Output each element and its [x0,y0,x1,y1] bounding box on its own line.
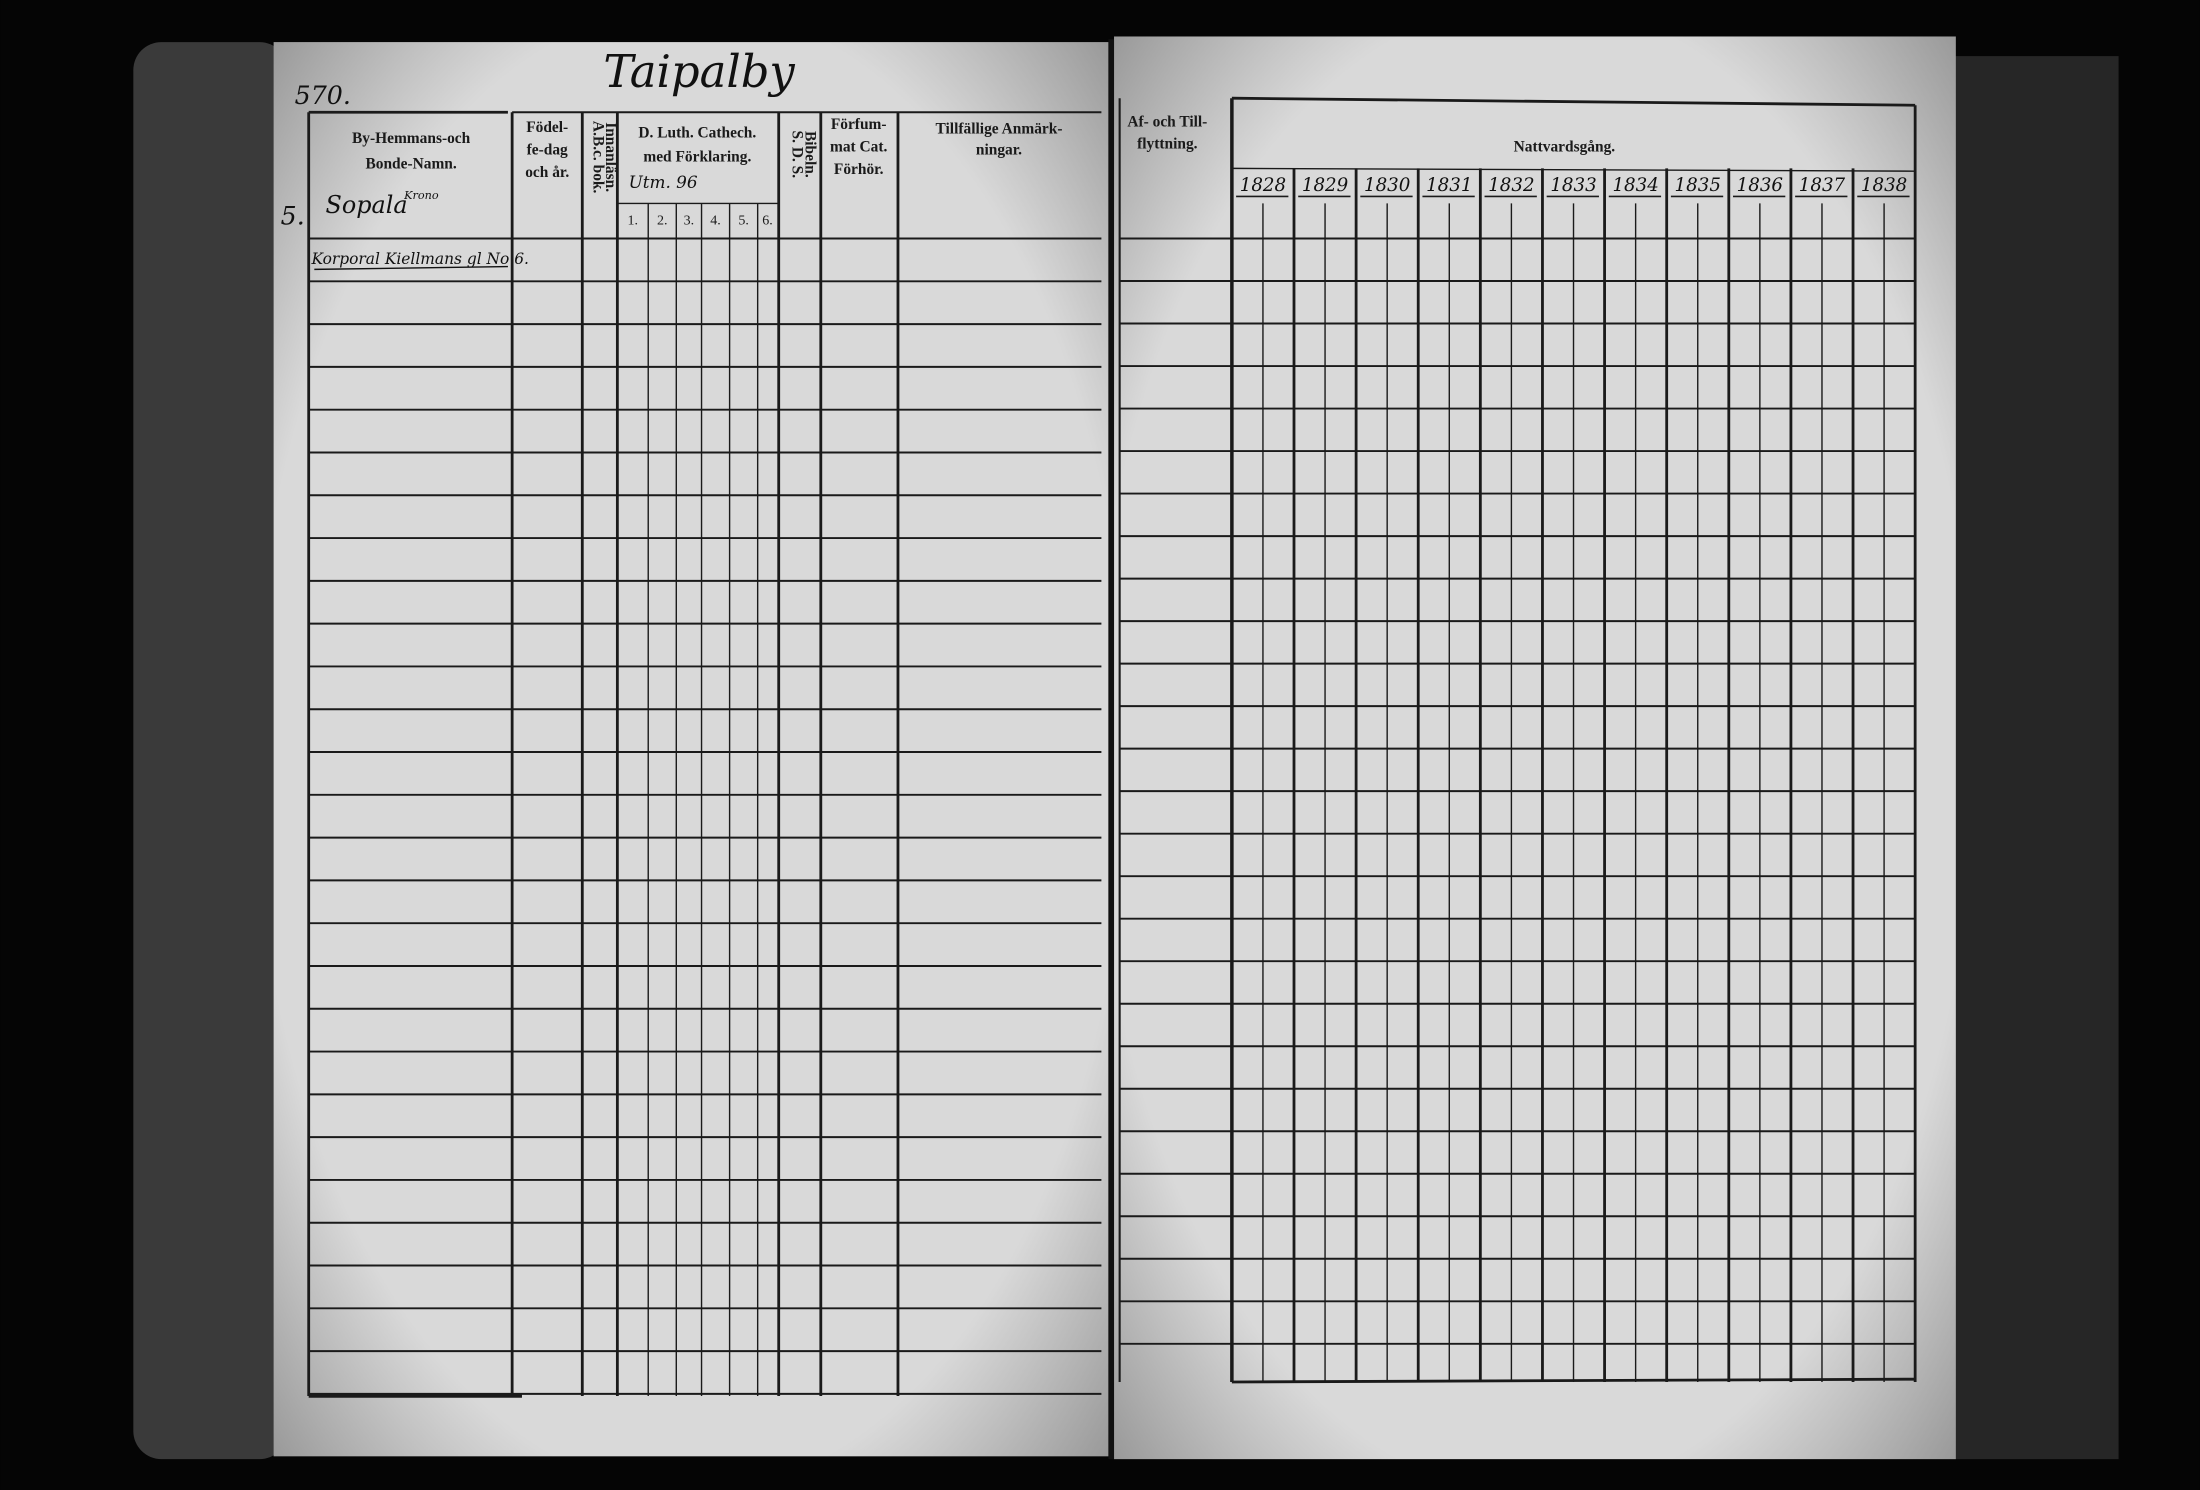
column-number: 4. [710,212,721,228]
header-missed: Förfum- [831,116,887,133]
header-catechism: D. Luth. Cathech. [638,124,756,141]
year: 1833 [1550,175,1596,196]
header-reading: A.B.c. bok. [590,121,607,194]
year: 1831 [1426,175,1472,196]
header-missed: Förhör. [834,161,884,178]
year: 1837 [1799,175,1846,196]
column-number: 2. [657,212,668,228]
rule [1231,1377,1916,1384]
column-number: 6. [762,212,773,228]
year: 1829 [1302,175,1349,196]
book-edge [133,42,288,1460]
column-number: 5. [738,212,749,228]
column-number: 3. [684,212,695,228]
header-moving: Af- och Till- [1127,113,1207,130]
left-page [273,42,1109,1457]
header-name: By-Hemmans-och [352,130,471,147]
year: 1830 [1364,175,1411,196]
underline [314,265,508,271]
header-name: Bonde-Namn. [365,155,456,172]
year: 1838 [1861,175,1907,196]
page-number: 570. [295,81,351,110]
header-birth: Födel- [526,119,568,136]
header-remarks: Tillfällige Anmärk- [936,120,1063,137]
header-bible: S. D. S. [789,131,806,179]
year: 1834 [1612,175,1658,196]
header-bible: Bibeln. [801,131,818,178]
header-reading: Innanläsn. [602,122,619,192]
farm-note: Krono [403,189,439,202]
header-birth: fe-dag [527,141,568,158]
year: 1835 [1675,175,1721,196]
header-missed: mat Cat. [830,139,888,156]
header-remarks: ningar. [976,141,1022,158]
rule [1231,96,1916,107]
year: 1836 [1737,175,1783,196]
register-grid [307,96,1917,1398]
header-moving: flyttning. [1137,136,1198,153]
catechism-mark: Utm. 96 [629,172,698,192]
place-name: Taipalby [603,45,795,98]
year: 1828 [1240,175,1286,196]
row-number: 5. [281,201,305,230]
header-birth: och år. [525,164,569,181]
year: 1832 [1488,175,1534,196]
header-communion: Nattvardsgång. [1514,139,1616,156]
column-number: 1. [628,212,639,228]
header-catechism: med Förklaring. [643,148,751,165]
book-edge-right [1950,56,2119,1460]
farm-name: Sopala [326,191,408,219]
rule [1231,167,1916,172]
occupant: Korporal Kiellmans gl No 6. [311,250,529,268]
